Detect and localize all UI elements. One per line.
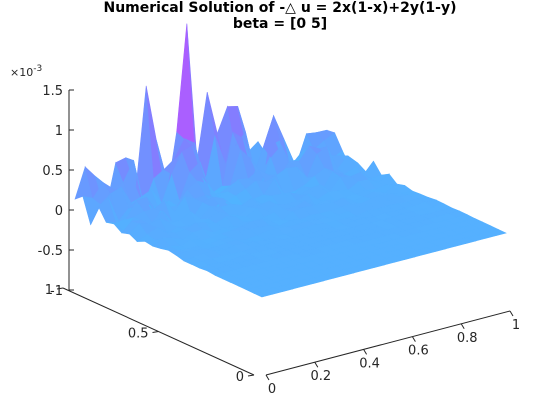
chart-subtitle: beta = [0 5] (232, 16, 328, 32)
z-tick-label: 1 (55, 124, 63, 139)
surface-patch (176, 23, 195, 144)
x-tick-label: 0.8 (457, 331, 478, 346)
x-tick (265, 374, 270, 381)
x-tick (363, 349, 368, 355)
x-axis-line (265, 310, 511, 376)
z-tick-label: -0.5 (38, 244, 63, 259)
y-tick (152, 331, 159, 333)
axes (56, 89, 514, 381)
x-tick (460, 323, 465, 330)
x-tick-label: 0.2 (310, 369, 331, 384)
y-tick (56, 287, 64, 290)
chart-title: Numerical Solution of -△ u = 2x(1-x)+2y(… (103, 0, 457, 16)
x-tick (314, 361, 319, 368)
x-tick-label: 1 (512, 318, 520, 333)
z-tick-label: 0 (55, 204, 63, 219)
y-tick-label: 0 (236, 370, 244, 385)
x-tick (411, 336, 416, 342)
x-tick (509, 310, 514, 317)
y-tick-label: 1 (45, 283, 53, 298)
x-tick-label: 0.6 (408, 344, 429, 359)
z-tick-label: 0.5 (42, 164, 63, 179)
z-tick-label: 1.5 (42, 84, 63, 99)
x-tick-label: 0.4 (359, 356, 380, 371)
z-tick-label: -1 (50, 284, 63, 299)
x-tick-label: 0 (268, 382, 276, 397)
surface-mesh (74, 23, 507, 298)
y-tick (247, 374, 255, 377)
z-exponent-label: ×10-3 (10, 64, 42, 79)
y-tick-label: 0.5 (128, 327, 149, 342)
surface-patch (487, 229, 507, 237)
